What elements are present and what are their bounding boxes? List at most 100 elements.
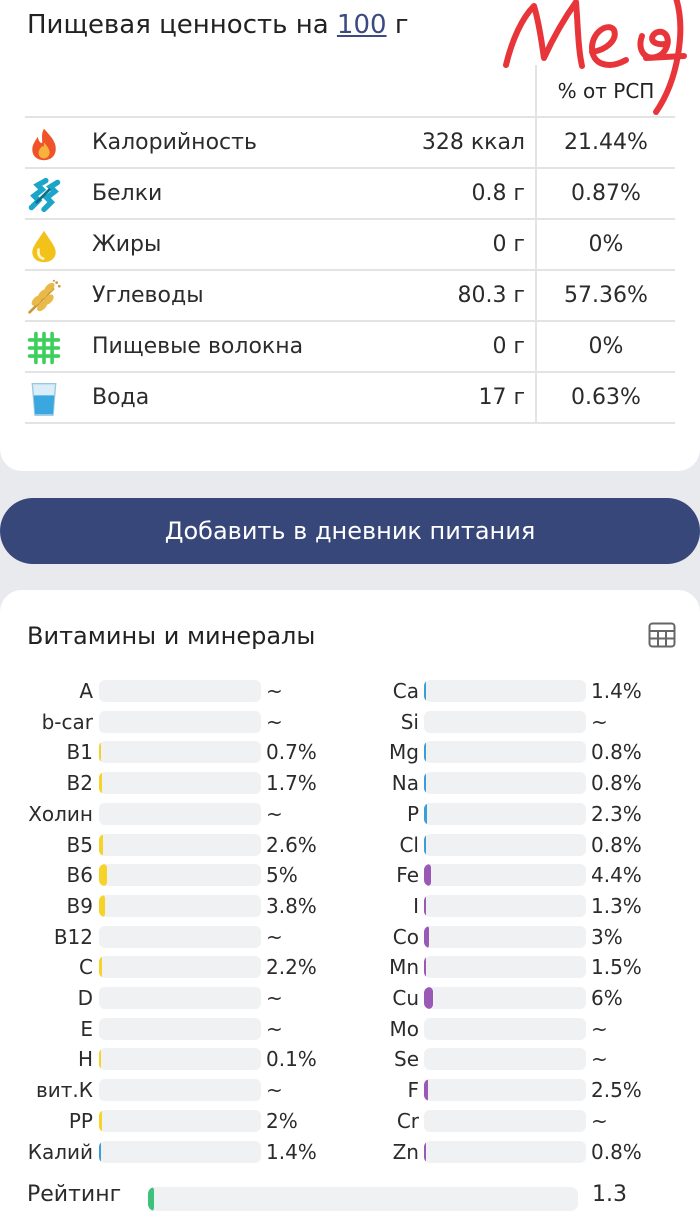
nutrient-pct: 0% (588, 232, 624, 257)
wheat-icon (28, 279, 61, 314)
nutrient-label-h: H (0, 1044, 93, 1074)
nutrient-label: A (79, 679, 93, 703)
nutrient-label-cr: Cr (0, 1106, 419, 1136)
nutrient-value: 0 г (492, 334, 525, 359)
table-view-icon[interactable] (648, 622, 676, 648)
nutrient-value: 80.3 г (457, 283, 525, 308)
nutrient-bar-fill (424, 864, 431, 886)
nutrient-bar (424, 741, 586, 763)
nutrient-bar-fill (424, 1079, 428, 1101)
nutrient-bar (99, 1018, 261, 1040)
nutrient-label-вит.к: вит.К (0, 1075, 93, 1105)
nutrient-label: Co (392, 925, 419, 949)
nutrient-pct-value: 0.8% (591, 771, 642, 795)
nutrient-label: Na (391, 771, 419, 795)
nutrient-pct-value: ~ (591, 1109, 608, 1133)
nutrient-label: Zn (392, 1140, 419, 1164)
nutrient-label: Холин (28, 802, 93, 826)
nutrient-name: Вода (92, 385, 150, 410)
nutrient-pct-value: 4.4% (591, 863, 642, 887)
nutrient-bar (99, 926, 261, 948)
nutrient-label-калий: Калий (0, 1137, 93, 1167)
nutrition-table: % от РСП Калорийность 328 ккал 21.44% Бе… (25, 65, 675, 424)
fiber-icon (27, 331, 61, 365)
portion-amount-link[interactable]: 100 (336, 10, 387, 40)
nutrition-table-header: % от РСП (25, 65, 675, 118)
nutrient-bar-fill (424, 680, 426, 702)
nutrient-label: PP (68, 1109, 93, 1133)
nutrient-label-fe: Fe (0, 860, 419, 890)
nutrient-pct-value: 0.1% (266, 1047, 317, 1071)
nutrition-title: Пищевая ценность на 100 г (27, 10, 409, 40)
nutrient-bar-fill (99, 741, 101, 763)
nutrient-label: F (407, 1078, 419, 1102)
nutrient-bar-fill (424, 803, 427, 825)
nutrient-label-si: Si (0, 707, 419, 737)
pct-column-header: % от РСП (557, 79, 655, 103)
nutrient-label-cl: Cl (0, 830, 419, 860)
nutrient-label-d: D (0, 983, 93, 1013)
nutrient-row-calories: Калорийность 328 ккал 21.44% (25, 118, 675, 169)
nutrient-bar (424, 1018, 586, 1040)
nutrient-label-a: A (0, 676, 93, 706)
rating-bar-fill (148, 1187, 154, 1211)
nutrient-pct: 57.36% (564, 283, 648, 308)
nutrient-label: Cr (396, 1109, 419, 1133)
nutrient-pct-value: ~ (591, 710, 608, 734)
nutrient-row-protein: Белки 0.8 г 0.87% (25, 169, 675, 220)
nutrient-pct: 0% (588, 334, 624, 359)
nutrient-bar (424, 956, 586, 978)
nutrient-name: Пищевые волокна (92, 334, 304, 359)
nutrient-bar-fill (99, 1048, 101, 1070)
nutrient-row-carbs: Углеводы 80.3 г 57.36% (25, 271, 675, 322)
nutrient-bar-fill (424, 741, 426, 763)
nutrient-label-b2: B2 (0, 768, 93, 798)
rating-value: 1.3 (592, 1182, 627, 1207)
nutrient-pct-value: 1.7% (266, 771, 317, 795)
nutrient-bar-fill (99, 895, 105, 917)
nutrient-pct-value: ~ (266, 925, 283, 949)
nutrient-label: E (80, 1017, 93, 1041)
nutrient-row-fat: Жиры 0 г 0% (25, 220, 675, 271)
nutrient-bar (424, 926, 586, 948)
add-to-diary-button[interactable]: Добавить в дневник питания (0, 498, 700, 564)
protein-icon (28, 177, 61, 213)
nutrient-label-zn: Zn (0, 1137, 419, 1167)
nutrient-row-water: Вода 17 г 0.63% (25, 373, 675, 424)
nutrient-label-p: P (0, 799, 419, 829)
nutrient-name: Жиры (92, 232, 162, 257)
nutrient-bar (424, 1110, 586, 1132)
nutrient-label: H (77, 1047, 93, 1071)
nutrient-bar-fill (99, 772, 102, 794)
nutrient-bar (424, 711, 586, 733)
nutrient-label-b12: B12 (0, 922, 93, 952)
vitamins-card: Витамины и минералы Рейтинг 1.3 A ~ b-car ~… (0, 590, 700, 1217)
nutrient-label-f: F (0, 1075, 419, 1105)
honey-handwritten-stamp (503, 0, 687, 115)
nutrient-label: Mo (389, 1017, 420, 1041)
oil-drop-icon (32, 230, 56, 263)
nutrient-bar (99, 1079, 261, 1101)
nutrient-bar-fill (99, 834, 103, 856)
nutrient-pct-value: ~ (266, 1017, 283, 1041)
nutrient-bar (99, 803, 261, 825)
nutrient-label: Ca (392, 679, 419, 703)
nutrient-label: D (77, 986, 93, 1010)
nutrient-label: B1 (66, 740, 93, 764)
rating-bar (148, 1187, 578, 1211)
nutrient-label: Cl (399, 833, 419, 857)
nutrient-pct-value: 0.8% (591, 740, 642, 764)
vitamins-title: Витамины и минералы (27, 622, 316, 650)
nutrient-value: 0.8 г (471, 181, 525, 206)
nutrient-bar (99, 834, 261, 856)
nutrient-label-b6: B6 (0, 860, 93, 890)
nutrient-label: B9 (66, 894, 93, 918)
nutrient-pct-value: 0.7% (266, 740, 317, 764)
nutrient-pct-value: 2.2% (266, 955, 317, 979)
nutrient-value: 17 г (478, 385, 525, 410)
nutrient-label-mg: Mg (0, 737, 419, 767)
nutrient-bar-fill (99, 864, 107, 886)
nutrient-bar (99, 987, 261, 1009)
nutrient-pct-value: 1.4% (591, 679, 642, 703)
nutrient-bar-fill (99, 1110, 102, 1132)
